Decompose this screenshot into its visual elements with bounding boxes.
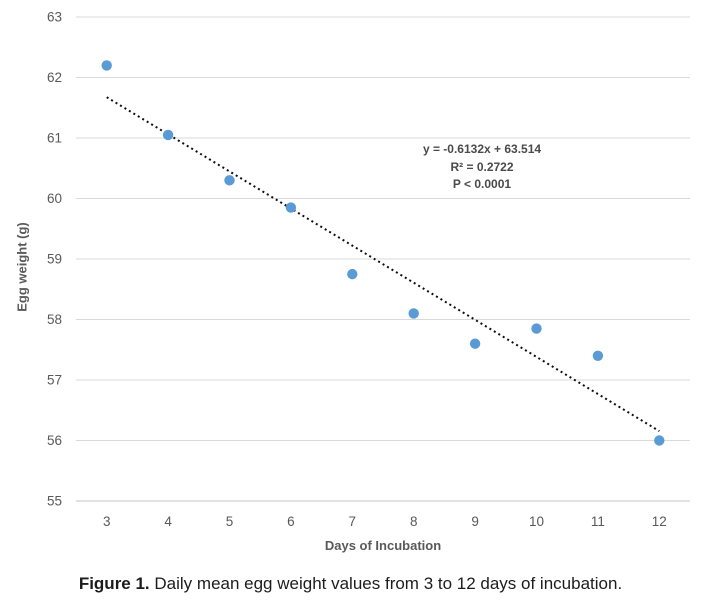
data-point (408, 308, 419, 319)
y-tick-label: 55 (47, 494, 62, 509)
data-point (162, 129, 174, 141)
trend-line (106, 96, 660, 432)
x-tick-label: 3 (103, 514, 111, 529)
x-tick-label: 10 (529, 514, 544, 529)
data-point (654, 435, 665, 446)
x-axis-title: Days of Incubation (324, 538, 442, 553)
data-point (592, 350, 604, 361)
y-tick-label: 59 (47, 252, 62, 267)
y-tick-label: 61 (47, 131, 62, 146)
data-point (224, 175, 235, 186)
x-tick-label: 12 (652, 514, 667, 529)
x-tick-label: 11 (591, 514, 605, 529)
data-point (101, 60, 112, 71)
data-point (347, 268, 358, 280)
data-point (285, 202, 297, 213)
data-point (531, 323, 542, 334)
x-tick-label: 5 (226, 514, 234, 529)
figure-caption-text: Daily mean egg weight values from 3 to 1… (149, 574, 623, 593)
x-tick-label: 6 (287, 514, 295, 529)
trendline-r-squared: R² = 0.2722 (450, 159, 514, 174)
trendline-annotation: y = -0.6132x + 63.514 R² = 0.2722 P < 0.… (423, 141, 541, 194)
y-tick-label: 60 (47, 191, 62, 206)
y-tick-label: 63 (47, 10, 62, 25)
trendline-equation: y = -0.6132x + 63.514 (422, 142, 542, 156)
data-point (469, 338, 481, 349)
y-tick-label: 58 (47, 312, 62, 327)
x-tick-label: 4 (164, 514, 172, 529)
x-tick-label: 7 (349, 514, 357, 529)
y-tick-label: 56 (47, 433, 62, 448)
trendline-p-value: P < 0.0001 (452, 177, 512, 191)
y-tick-label: 62 (47, 70, 62, 85)
y-tick-label: 57 (47, 373, 62, 388)
figure-caption: Figure 1. Daily mean egg weight values f… (0, 574, 701, 594)
x-tick-label: 9 (471, 514, 479, 529)
x-tick-label: 8 (410, 514, 418, 529)
y-axis-title: Egg weight (g) (14, 222, 30, 312)
figure-caption-label: Figure 1. (78, 574, 150, 593)
